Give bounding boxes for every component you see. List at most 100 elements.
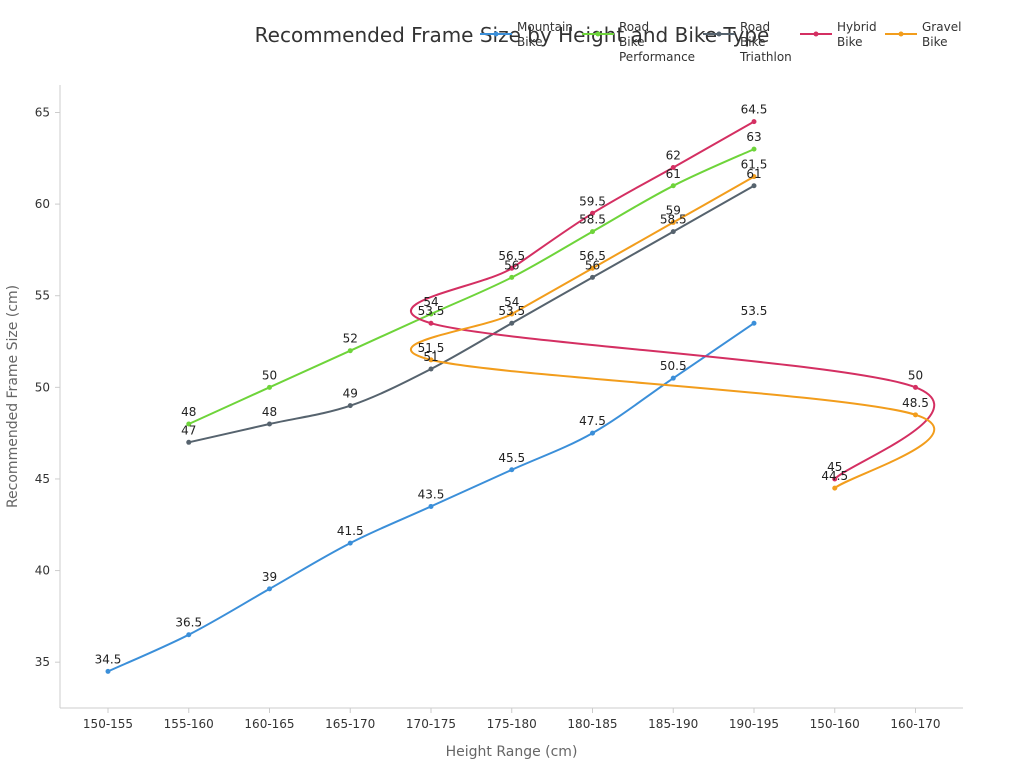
legend-item-road-bike-triathlon: Road Bike Triathlon: [703, 20, 792, 64]
data-label-gravel-bike: 59: [666, 203, 681, 217]
data-label-hybrid-bike: 50: [908, 368, 923, 382]
data-point-mountain-bike: [590, 430, 595, 436]
data-label-mountain-bike: 50.5: [660, 359, 687, 373]
data-label-road-bike-performance: 48: [181, 405, 196, 419]
legend-label-hybrid-bike: Hybrid Bike: [837, 20, 877, 49]
data-point-mountain-bike: [751, 320, 757, 326]
data-label-road-bike-performance: 61: [666, 167, 681, 181]
data-label-gravel-bike: 61.5: [741, 158, 768, 172]
data-label-mountain-bike: 43.5: [418, 487, 445, 501]
data-point-road-bike-performance: [186, 421, 192, 427]
data-point-gravel-bike: [428, 357, 434, 363]
legend-label-road-bike-performance: Road Bike Performance: [619, 20, 695, 64]
data-label-mountain-bike: 41.5: [337, 524, 364, 538]
y-axis-ticks: 35 40 45 50 55 60 65: [35, 105, 60, 669]
data-point-road-bike-triathlon: [267, 421, 272, 427]
data-label-road-bike-performance: 58.5: [579, 213, 606, 227]
data-label-road-bike-triathlon: 51: [423, 350, 438, 364]
data-point-road-bike-triathlon: [751, 183, 757, 189]
series-gravel-bike: [409, 174, 936, 491]
series-road-bike-triathlon: [186, 183, 757, 445]
legend: Mountain Bike Road Bike Performance Road Bike T…: [480, 20, 961, 64]
x-tick-label: 185-190: [648, 717, 698, 731]
data-point-road-bike-triathlon: [590, 274, 595, 280]
x-tick-label: 180-185: [567, 717, 617, 731]
data-label-road-bike-triathlon: 48: [262, 405, 277, 419]
y-tick-label: 35: [35, 655, 50, 669]
data-labels: 34.5 36.5 39 41.5 43.5 45.5 47.5 50.5 53.5 48 50 52…: [95, 103, 929, 667]
data-label-road-bike-triathlon: 47: [181, 423, 196, 437]
x-tick-label: 170-175: [406, 717, 456, 731]
data-label-hybrid-bike: 53.5: [418, 304, 445, 318]
data-point-mountain-bike: [105, 668, 111, 674]
data-label-road-bike-triathlon: 49: [343, 387, 358, 401]
legend-marker-road-bike-triathlon: [716, 31, 722, 37]
data-label-mountain-bike: 39: [262, 570, 277, 584]
data-point-gravel-bike: [670, 219, 676, 225]
data-point-road-bike-performance: [509, 274, 515, 280]
data-point-road-bike-performance: [670, 183, 676, 189]
data-label-road-bike-triathlon: 56: [585, 258, 600, 272]
series-road-bike-performance: [186, 146, 757, 427]
series-line-hybrid-bike: [410, 120, 936, 480]
data-point-road-bike-performance: [347, 348, 353, 354]
series-line-road-bike-triathlon: [188, 184, 755, 444]
data-label-gravel-bike: 51.5: [418, 341, 445, 355]
data-point-mountain-bike: [267, 586, 272, 592]
data-point-hybrid-bike: [428, 320, 434, 326]
data-point-hybrid-bike: [509, 265, 515, 271]
data-point-road-bike-triathlon: [186, 439, 192, 445]
x-tick-label: 190-195: [729, 717, 779, 731]
x-tick-label: 165-170: [325, 717, 375, 731]
data-label-mountain-bike: 34.5: [95, 652, 122, 666]
data-label-road-bike-performance: 50: [262, 368, 277, 382]
data-label-road-bike-triathlon: 53.5: [498, 304, 525, 318]
data-point-mountain-bike: [509, 467, 515, 473]
data-label-hybrid-bike: 64.5: [741, 103, 768, 117]
y-tick-label: 40: [35, 564, 50, 578]
y-axis-title: Recommended Frame Size (cm): [5, 285, 21, 508]
series-lines: [105, 119, 936, 674]
data-label-gravel-bike: 48.5: [902, 396, 929, 410]
x-axis-ticks: 150-155 155-160 160-165 165-170 170-175 175-1…: [83, 708, 941, 731]
legend-item-hybrid-bike: Hybrid Bike: [800, 20, 877, 49]
data-label-hybrid-bike: 45: [827, 460, 842, 474]
x-tick-label: 150-160: [810, 717, 860, 731]
data-point-road-bike-performance: [590, 229, 595, 235]
legend-label-gravel-bike: Gravel Bike: [922, 20, 961, 49]
data-label-hybrid-bike: 56.5: [498, 249, 525, 263]
legend-label-road-bike-triathlon: Road Bike Triathlon: [739, 20, 792, 64]
data-label-road-bike-performance: 63: [746, 130, 761, 144]
data-point-mountain-bike: [670, 375, 676, 381]
data-point-hybrid-bike: [590, 210, 595, 216]
data-point-hybrid-bike: [751, 119, 757, 125]
data-label-hybrid-bike: 59.5: [579, 194, 606, 208]
legend-item-mountain-bike: Mountain Bike: [480, 20, 573, 49]
series-line-gravel-bike: [409, 175, 936, 489]
data-label-hybrid-bike: 62: [666, 148, 681, 162]
legend-marker-hybrid-bike: [813, 31, 819, 37]
data-point-hybrid-bike: [913, 384, 918, 390]
x-tick-label: 160-170: [890, 717, 940, 731]
series-mountain-bike: [105, 320, 757, 674]
data-point-gravel-bike: [590, 265, 595, 271]
data-label-road-bike-performance: 52: [343, 332, 358, 346]
data-point-road-bike-performance: [267, 384, 272, 390]
data-label-mountain-bike: 53.5: [741, 304, 768, 318]
data-point-road-bike-triathlon: [428, 366, 434, 372]
data-point-gravel-bike: [751, 174, 757, 180]
data-label-road-bike-performance: 54: [423, 295, 438, 309]
data-point-road-bike-triathlon: [509, 320, 515, 326]
legend-marker-mountain-bike: [493, 31, 499, 37]
legend-item-gravel-bike: Gravel Bike: [885, 20, 961, 49]
x-tick-label: 160-165: [244, 717, 294, 731]
x-axis-title: Height Range (cm): [446, 744, 578, 760]
data-point-mountain-bike: [347, 540, 353, 546]
x-tick-label: 150-155: [83, 717, 133, 731]
data-label-gravel-bike: 56.5: [579, 249, 606, 263]
data-label-road-bike-triathlon: 61: [746, 167, 761, 181]
data-point-hybrid-bike: [670, 164, 676, 170]
data-label-gravel-bike: 54: [504, 295, 519, 309]
data-point-gravel-bike: [509, 311, 515, 317]
